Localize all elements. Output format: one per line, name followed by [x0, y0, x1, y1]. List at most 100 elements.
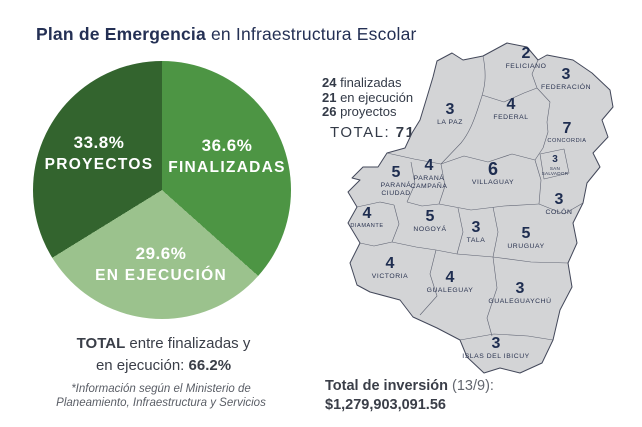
title-regular: en Infraestructura Escolar: [205, 24, 417, 44]
investment-label: Total de inversión (13/9):: [325, 377, 494, 396]
summary-line1-bold: TOTAL: [76, 335, 126, 352]
dept-name: NOGOYÁ: [413, 226, 447, 233]
dept-name: TALA: [466, 237, 486, 244]
dept-count: 3: [552, 154, 558, 165]
investment-total: Total de inversión (13/9): $1,279,903,09…: [325, 377, 494, 415]
pie-pct-finalizadas: 36.6%: [201, 136, 253, 155]
dept-name: FEDERACIÓN: [540, 84, 592, 91]
summary-line2: en ejecución: 66.2%: [36, 355, 291, 377]
dept-count: 2: [521, 45, 531, 62]
map-dept-federacion: 3 FEDERACIÓN: [541, 67, 591, 92]
summary-line2-bold: 66.2%: [188, 357, 232, 374]
dept-count: 3: [554, 191, 564, 208]
map-dept-uruguay: 5 URUGUAY: [507, 226, 544, 251]
dept-count: 5: [425, 208, 435, 225]
dept-name: CONCORDIA: [547, 138, 587, 144]
map-dept-san-salvador: 3 SAN SALVADOR: [538, 155, 572, 177]
pie-label-proyectos: 33.8% PROYECTOS: [45, 133, 154, 174]
map-dept-parana-ciudad: 5 PARANÁ CIUDAD: [366, 165, 426, 198]
stat-finalizadas-value: 24: [322, 75, 337, 90]
map-dept-concordia: 7 CONCORDIA: [547, 120, 587, 145]
dept-count: 7: [562, 120, 572, 137]
map-dept-diamante: 4 DIAMANTE: [350, 205, 384, 230]
dept-name: LA PAZ: [437, 119, 463, 126]
map-dept-la-paz: 3 LA PAZ: [437, 102, 463, 127]
dept-count: 3: [515, 280, 525, 297]
stats-total: TOTAL: 71: [330, 124, 415, 141]
investment-label-bold: Total de inversión: [325, 378, 453, 394]
dept-name: VILLAGUAY: [471, 179, 515, 186]
pie-pct-en-ejecucion: 29.6%: [135, 244, 187, 263]
stat-finalizadas-label: finalizadas: [336, 75, 402, 90]
dept-name: SAN SALVADOR: [541, 166, 569, 177]
summary-line2-rest: en ejecución:: [95, 357, 189, 374]
investment-label-note: (13/9):: [452, 378, 494, 394]
pie-name-finalizadas: FINALIZADAS: [168, 159, 286, 176]
dept-count: 3: [471, 219, 481, 236]
map-dept-gualeguaychu: 3 GUALEGUAYCHÚ: [488, 281, 551, 306]
map-dept-federal: 4 FEDERAL: [493, 97, 528, 122]
map-dept-feliciano: 2 FELICIANO: [506, 46, 547, 71]
stat-proyectos-value: 26: [322, 104, 337, 119]
stat-en-ejecucion: 21 en ejecución: [322, 89, 414, 106]
dept-count: 4: [424, 157, 434, 174]
footnote: *Información según el Ministerio de Plan…: [30, 382, 292, 410]
dept-name: URUGUAY: [507, 243, 545, 250]
stat-proyectos-label: proyectos: [336, 104, 397, 119]
pie-chart: [33, 61, 291, 319]
summary-line1: TOTAL entre finalizadas y: [36, 333, 291, 355]
stat-proyectos: 26 proyectos: [322, 104, 413, 120]
dept-name: ISLAS DEL IBICUY: [462, 353, 530, 360]
stat-en-ejecucion-label: en ejecución: [336, 89, 414, 105]
dept-count: 4: [445, 269, 455, 286]
dept-name: FEDERAL: [493, 114, 529, 121]
footnote-line1: *Información según el Ministerio de: [71, 383, 251, 395]
dept-count: 4: [362, 205, 372, 222]
map-dept-gualeguay: 4 GUALEGUAY: [427, 270, 474, 295]
dept-name: GUALEGUAYCHÚ: [488, 298, 552, 305]
title-bold: Plan de Emergencia: [36, 24, 206, 44]
stats-total-label: TOTAL:: [330, 124, 396, 141]
entre-rios-map: 2 FELICIANO 3 FEDERACIÓN 3 LA PAZ 4 FEDE…: [336, 36, 626, 381]
dept-count: 6: [487, 159, 499, 179]
dept-count: 3: [561, 66, 571, 83]
dept-count: 5: [391, 164, 401, 181]
map-dept-victoria: 4 VICTORIA: [372, 256, 408, 281]
map-dept-islas-del-ibicuy: 3 ISLAS DEL IBICUY: [462, 336, 529, 361]
map-dept-colon: 3 COLÓN: [546, 192, 573, 217]
stats-list: 24 finalizadas 21 en ejecución 26 proyec…: [322, 75, 414, 120]
pie-label-en-ejecucion: 29.6% EN EJECUCIÓN: [95, 244, 227, 285]
dept-name: GUALEGUAY: [426, 287, 474, 294]
page-title: Plan de Emergencia en Infraestructura Es…: [36, 24, 417, 45]
stats-total-value: 71: [395, 124, 416, 141]
dept-name: DIAMANTE: [350, 223, 384, 229]
pie-name-proyectos: PROYECTOS: [44, 156, 154, 173]
entre-rios-map-shape: [347, 42, 614, 374]
pie-label-finalizadas: 36.6% FINALIZADAS: [168, 136, 286, 177]
stat-en-ejecucion-value: 21: [322, 89, 337, 105]
map-dept-tala: 3 TALA: [467, 220, 486, 245]
dept-count: 3: [491, 335, 501, 352]
province-outline: [347, 42, 614, 374]
department-borders: [356, 55, 584, 341]
dept-name: FELICIANO: [505, 63, 547, 70]
footnote-line2: Planeamiento, Infraestructura y Servicio…: [56, 397, 266, 409]
stat-finalizadas: 24 finalizadas: [322, 75, 413, 91]
map-dept-nogoya: 5 NOGOYÁ: [413, 209, 446, 234]
dept-count: 4: [506, 96, 516, 113]
dept-count: 4: [385, 255, 395, 272]
dept-count: 3: [445, 101, 455, 118]
investment-amount: $1,279,903,091.56: [325, 397, 446, 413]
dept-name: PARANÁ CAMPAÑA: [410, 175, 448, 190]
dept-name: VICTORIA: [371, 273, 409, 280]
summary-line1-rest: entre finalizadas y: [125, 335, 251, 352]
dept-name: COLÓN: [545, 209, 573, 216]
map-dept-villaguay: 6 VILLAGUAY: [472, 160, 514, 187]
dept-name: PARANÁ CIUDAD: [380, 182, 412, 197]
pie-name-en-ejecucion: EN EJECUCIÓN: [95, 267, 227, 284]
pie-pct-proyectos: 33.8%: [73, 133, 125, 152]
map-dept-parana-campana: 4 PARANÁ CAMPAÑA: [399, 158, 459, 191]
dept-count: 5: [521, 225, 531, 242]
summary-total: TOTAL entre finalizadas y en ejecución: …: [36, 333, 291, 377]
